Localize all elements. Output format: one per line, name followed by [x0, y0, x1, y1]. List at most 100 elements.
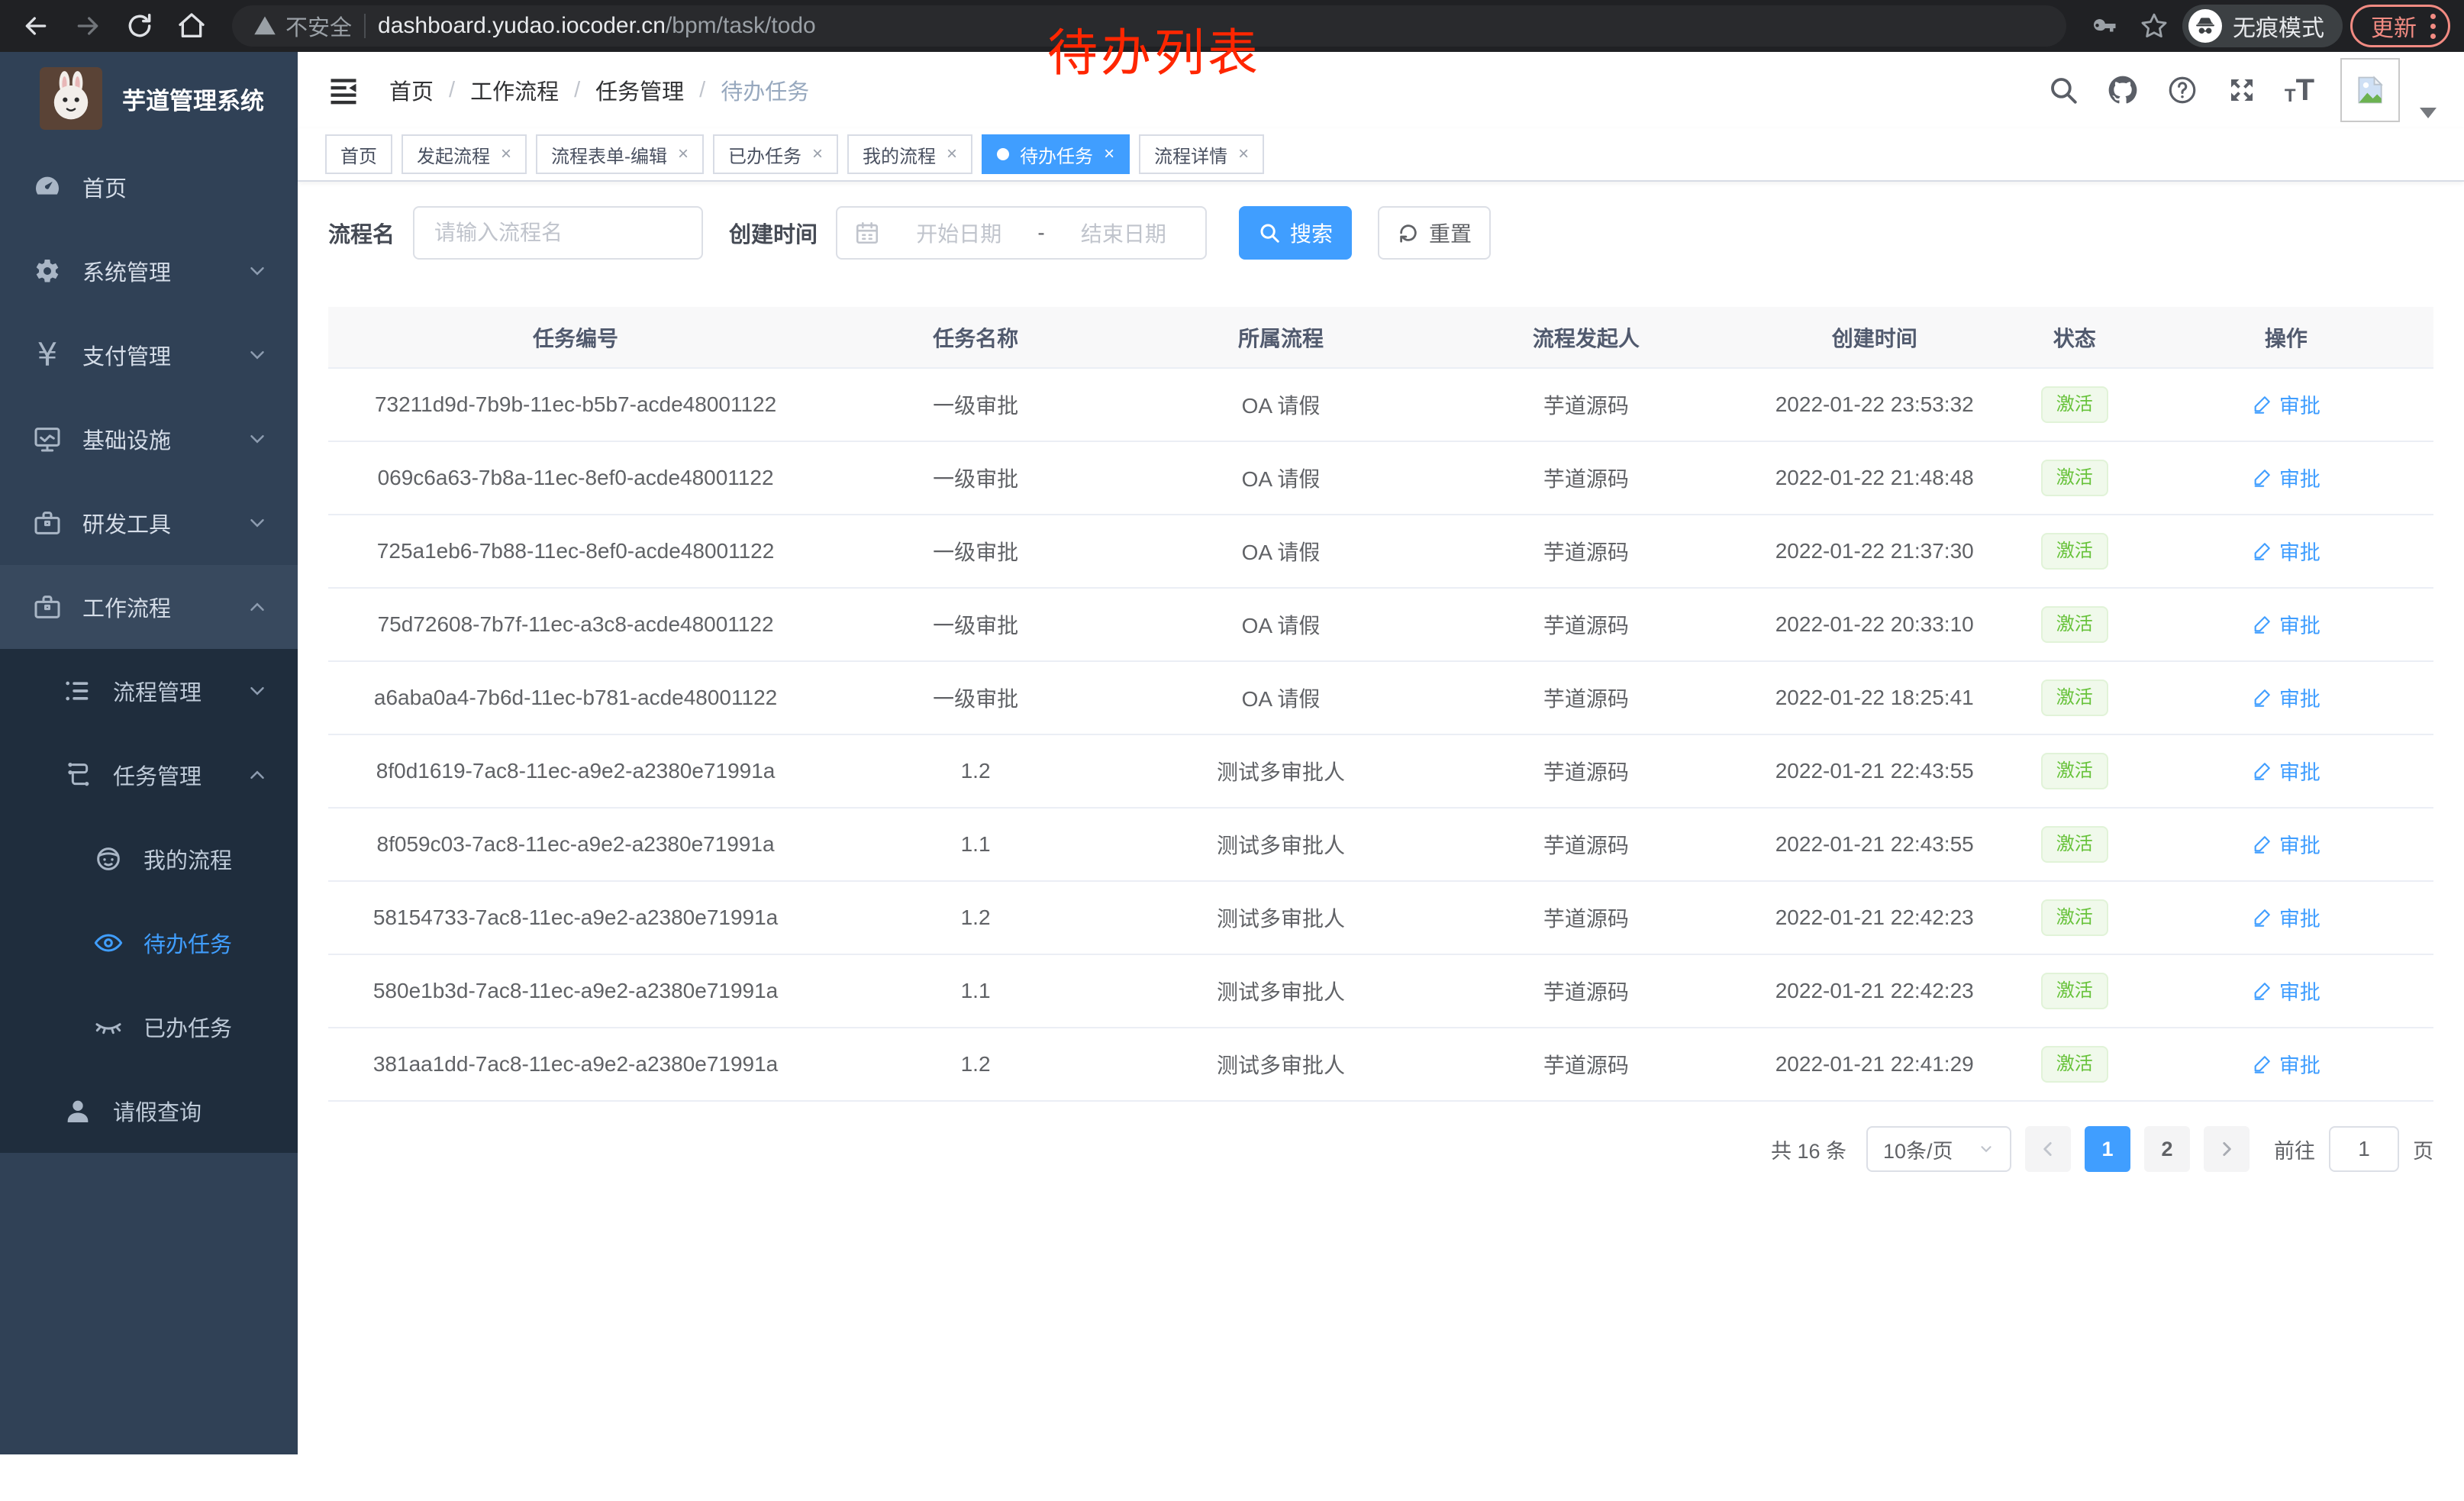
cell-starter: 芋道源码 [1433, 441, 1739, 515]
approve-link[interactable]: 审批 [2252, 756, 2320, 786]
table-row: 580e1b3d-7ac8-11ec-a9e2-a2380e71991a 1.1… [328, 954, 2433, 1028]
sidebar-item-infrastructure[interactable]: 基础设施 [0, 397, 298, 481]
next-page-button[interactable] [2204, 1126, 2250, 1172]
close-icon[interactable]: × [501, 144, 512, 164]
warning-icon [254, 16, 276, 35]
browser-update-button[interactable]: 更新 [2350, 5, 2450, 47]
sidebar-item-leave-query[interactable]: 请假查询 [0, 1069, 298, 1153]
yen-icon: ¥ [37, 336, 58, 373]
approve-link[interactable]: 审批 [2252, 902, 2320, 932]
cell-task-id: a6aba0a4-7b6d-11ec-b781-acde48001122 [328, 661, 824, 735]
sidebar-item-system[interactable]: 系统管理 [0, 229, 298, 313]
filter-bar: 流程名 创建时间 开始日期 - 结束日期 搜索 重置 [328, 206, 2433, 260]
tab-todo-tasks[interactable]: 待办任务 × [982, 134, 1130, 174]
goto-page-input[interactable] [2338, 1137, 2390, 1161]
sidebar-item-done-tasks[interactable]: 已办任务 [0, 985, 298, 1069]
tab-start-process[interactable]: 发起流程 × [402, 134, 527, 174]
sidebar-item-home[interactable]: 首页 [0, 145, 298, 229]
question-circle-icon [2169, 76, 2196, 104]
navbar: 首页 / 工作流程 / 任务管理 / 待办任务 [298, 52, 2464, 128]
pencil-icon [2254, 1056, 2270, 1073]
reset-button[interactable]: 重置 [1378, 206, 1492, 260]
help-button[interactable] [2166, 73, 2199, 107]
date-range-picker[interactable]: 开始日期 - 结束日期 [836, 206, 1208, 260]
sidebar-item-my-process[interactable]: 我的流程 [0, 817, 298, 901]
approve-link[interactable]: 审批 [2252, 1049, 2320, 1079]
sidebar-fold-icon[interactable] [325, 73, 362, 107]
search-button[interactable]: 搜索 [1239, 206, 1353, 260]
status-badge: 激活 [2040, 459, 2108, 497]
pencil-icon [2254, 763, 2270, 780]
close-icon[interactable]: × [678, 144, 689, 164]
breadcrumb-task-management[interactable]: 任务管理 [595, 80, 685, 105]
sidebar-item-payment[interactable]: ¥ 支付管理 [0, 313, 298, 397]
chevron-up-icon [250, 602, 264, 611]
site-security[interactable]: 不安全 [253, 10, 352, 42]
cell-starter: 芋道源码 [1433, 588, 1739, 662]
breadcrumb-home[interactable]: 首页 [389, 80, 434, 105]
password-key-icon[interactable] [2085, 5, 2126, 47]
col-task-id: 任务编号 [328, 307, 824, 368]
security-label: 不安全 [285, 16, 353, 40]
tab-process-detail[interactable]: 流程详情 × [1139, 134, 1265, 174]
tab-done-tasks[interactable]: 已办任务 × [713, 134, 839, 174]
browser-back-button[interactable] [14, 4, 58, 48]
approve-link[interactable]: 审批 [2252, 609, 2320, 639]
divider [364, 14, 366, 38]
page-1-button[interactable]: 1 [2085, 1126, 2130, 1172]
browser-menu-icon[interactable] [2430, 13, 2436, 39]
annotation-todo-list: 待办列表 [1047, 24, 1261, 81]
prev-page-button[interactable] [2025, 1126, 2071, 1172]
process-name-input[interactable] [434, 221, 682, 245]
sidebar-menu: 首页 系统管理 ¥ 支付管理 基础设施 研发工具 [0, 145, 298, 1454]
approve-link[interactable]: 审批 [2252, 683, 2320, 712]
cell-starter: 芋道源码 [1433, 515, 1739, 589]
close-icon[interactable]: × [947, 144, 958, 164]
cell-starter: 芋道源码 [1433, 661, 1739, 735]
cell-task-id: 8f0d1619-7ac8-11ec-a9e2-a2380e71991a [328, 734, 824, 809]
status-badge: 激活 [2040, 899, 2108, 937]
avatar[interactable] [2340, 58, 2400, 122]
browser-forward-button[interactable] [66, 4, 110, 48]
approve-link[interactable]: 审批 [2252, 829, 2320, 859]
sidebar-item-dev-tools[interactable]: 研发工具 [0, 481, 298, 565]
page-2-button[interactable]: 2 [2144, 1126, 2190, 1172]
breadcrumb-workflow[interactable]: 工作流程 [470, 80, 560, 105]
cell-task-id: 725a1eb6-7b88-11ec-8ef0-acde48001122 [328, 515, 824, 589]
sidebar-item-todo-tasks[interactable]: 待办任务 [0, 901, 298, 985]
avatar-dropdown-caret[interactable] [2420, 108, 2437, 118]
tab-my-process[interactable]: 我的流程 × [847, 134, 973, 174]
browser-reload-button[interactable] [118, 4, 162, 48]
start-date-placeholder[interactable]: 开始日期 [916, 222, 1002, 246]
end-date-placeholder[interactable]: 结束日期 [1080, 222, 1166, 246]
table-row: 58154733-7ac8-11ec-a9e2-a2380e71991a 1.2… [328, 881, 2433, 955]
workflow-submenu: 流程管理 任务管理 我的流程 待办任务 已办 [0, 649, 298, 1153]
page-size-select[interactable]: 10条/页 [1866, 1126, 2011, 1172]
cell-process: OA 请假 [1128, 661, 1434, 735]
sidebar-item-workflow[interactable]: 工作流程 [0, 565, 298, 649]
header-search-button[interactable] [2046, 73, 2080, 107]
address-bar[interactable]: 不安全 dashboard.yudao.iocoder.cn/bpm/task/… [232, 5, 2066, 47]
tab-home[interactable]: 首页 [325, 134, 392, 174]
close-icon[interactable]: × [1238, 144, 1250, 164]
cell-created: 2022-01-22 21:48:48 [1738, 441, 2011, 515]
cell-task-id: 8f059c03-7ac8-11ec-a9e2-a2380e71991a [328, 808, 824, 882]
fullscreen-button[interactable] [2225, 73, 2259, 107]
close-icon[interactable]: × [1104, 144, 1115, 164]
cell-task-name: 1.1 [823, 954, 1129, 1028]
cell-created: 2022-01-22 21:37:30 [1738, 515, 2011, 589]
sidebar-logo-row[interactable]: 芋道管理系统 [0, 52, 298, 145]
approve-link[interactable]: 审批 [2252, 536, 2320, 566]
bookmark-star-button[interactable] [2133, 5, 2175, 47]
approve-link[interactable]: 审批 [2252, 389, 2320, 419]
approve-link[interactable]: 审批 [2252, 463, 2320, 492]
browser-home-button[interactable] [169, 4, 214, 48]
close-icon[interactable]: × [812, 144, 824, 164]
tab-process-form-edit[interactable]: 流程表单-编辑 × [536, 134, 705, 174]
approve-link[interactable]: 审批 [2252, 976, 2320, 1006]
github-link[interactable] [2106, 73, 2140, 107]
sidebar-item-task-management[interactable]: 任务管理 [0, 733, 298, 817]
col-created: 创建时间 [1738, 307, 2011, 368]
sidebar-item-process-management[interactable]: 流程管理 [0, 649, 298, 733]
